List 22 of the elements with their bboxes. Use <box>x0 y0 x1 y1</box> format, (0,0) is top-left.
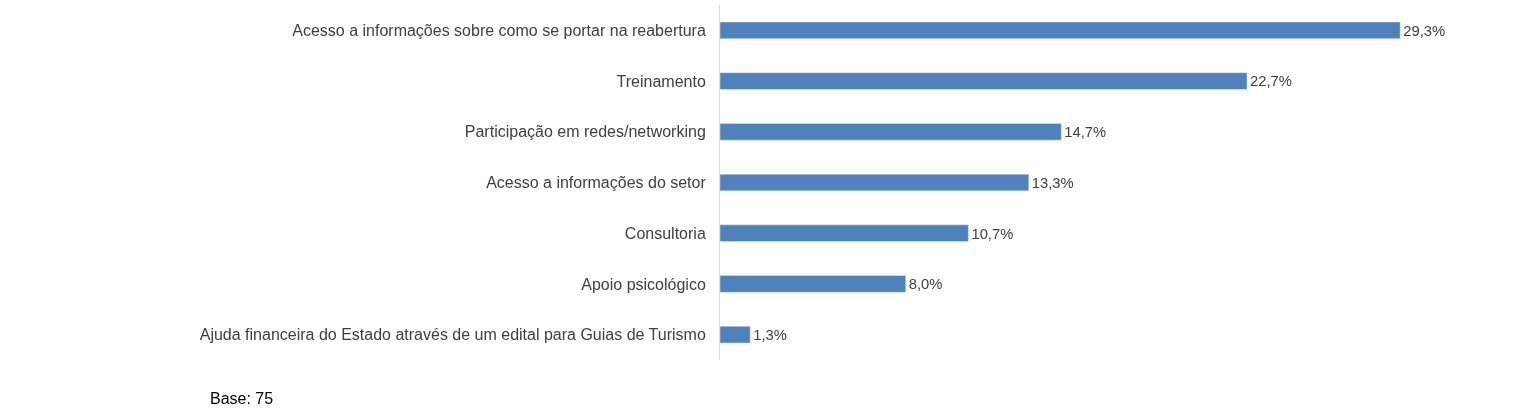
bar <box>720 326 751 344</box>
data-label: 22,7% <box>1249 73 1292 90</box>
bar <box>720 123 1062 141</box>
y-tick-label: Acesso a informações sobre como se portar na reabertura <box>292 21 706 39</box>
data-label: 1,3% <box>753 327 787 344</box>
data-label: 14,7% <box>1064 124 1107 141</box>
bar <box>720 275 906 293</box>
y-tick-label: Consultoria <box>624 224 706 242</box>
y-tick-label: Acesso a informações do setor <box>486 174 707 192</box>
y-tick-label: Ajuda financeira do Estado através de um edital para Guias de Turismo <box>199 326 706 344</box>
text: Base: 75 <box>210 390 274 407</box>
bar <box>720 173 1030 192</box>
data-label: 13,3% <box>1031 174 1074 191</box>
data-label: 29,3% <box>1403 22 1446 39</box>
y-tick-label: Apoio psicológico <box>581 275 706 293</box>
y-tick-label: Treinamento <box>616 72 706 90</box>
bar <box>720 21 1401 39</box>
bar <box>720 224 969 242</box>
bar <box>720 72 1248 90</box>
data-label: 8,0% <box>908 276 943 293</box>
y-tick-label: Participação em redes/networking <box>464 123 706 141</box>
data-label: 10,7% <box>971 225 1014 242</box>
